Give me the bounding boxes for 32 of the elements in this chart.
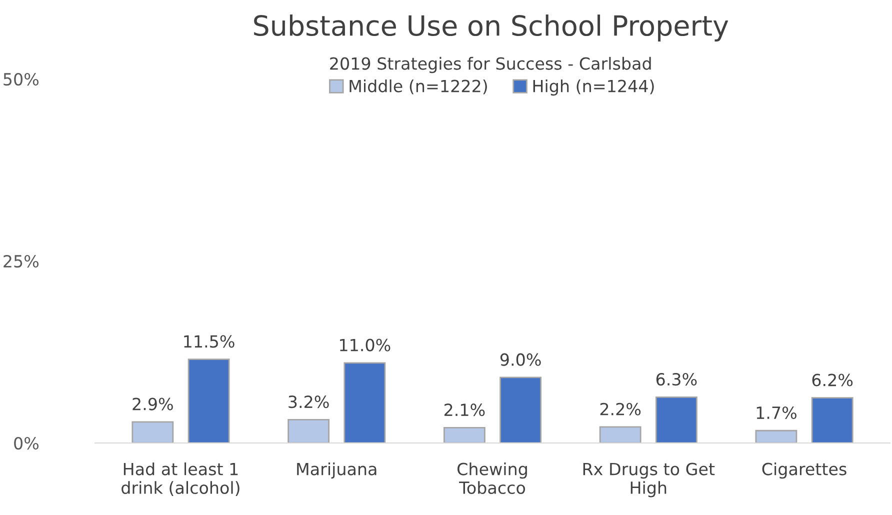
bar (500, 376, 542, 443)
data-label: 11.5% (184, 335, 234, 348)
x-tick-label: Had at least 1 drink (alcohol) (122, 462, 240, 496)
data-label: 6.3% (656, 372, 697, 386)
chart-title: Substance Use on School Property (254, 14, 728, 42)
bar (811, 397, 854, 443)
bar (188, 358, 230, 443)
legend-label: Middle (n=1222) (350, 79, 487, 94)
y-tick-label: 0% (14, 436, 39, 450)
data-label: 11.0% (340, 338, 390, 352)
data-label: 6.2% (812, 374, 853, 386)
x-tick-label: Chewing Tobacco (458, 462, 527, 494)
y-tick-label: 50% (4, 72, 39, 86)
data-label: 1.7% (756, 406, 796, 420)
x-tick-label: Marijuana (297, 462, 376, 479)
bar (755, 430, 798, 443)
data-label: 2.1% (444, 404, 485, 416)
bar (344, 362, 386, 443)
chart-subtitle: 2019 Strategies for Success - Carlsbad (330, 56, 651, 74)
bar (443, 427, 486, 443)
x-tick-label: Rx Drugs to Get High (583, 462, 715, 498)
x-tick-label: Cigarettes (762, 462, 846, 479)
data-label: 2.2% (600, 402, 641, 416)
bar (132, 421, 174, 443)
bar (599, 426, 642, 443)
data-label: 9.0% (500, 353, 541, 366)
data-label: 3.2% (288, 396, 329, 408)
legend-label: High (n=1244) (533, 79, 654, 96)
y-tick-label: 25% (4, 254, 39, 268)
data-label: 2.9% (132, 398, 173, 410)
bar (655, 396, 698, 443)
bar (288, 419, 330, 443)
